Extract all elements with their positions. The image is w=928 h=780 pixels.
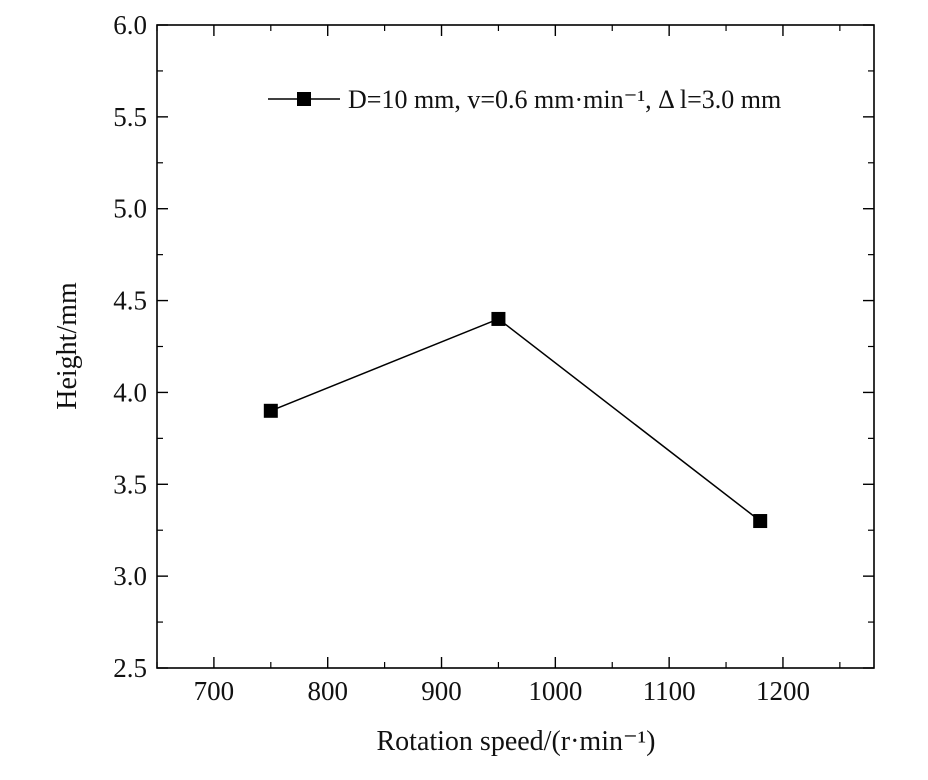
y-tick-label: 4.0: [113, 377, 147, 407]
y-tick-label: 5.5: [113, 102, 147, 132]
x-tick-label: 1200: [756, 676, 810, 706]
data-point: [753, 514, 768, 529]
series: [263, 311, 768, 529]
data-point: [263, 403, 278, 418]
y-tick-label: 6.0: [113, 10, 147, 40]
x-tick-label: 800: [307, 676, 348, 706]
x-axis-title: Rotation speed/(r·min⁻¹): [376, 726, 655, 757]
legend-label: D=10 mm, v=0.6 mm·min⁻¹, Δ l=3.0 mm: [348, 85, 781, 114]
ticks: 700 800 900 1000 1100 1200 2.5 3.0 3.5 4.0 4.5 5.0 5…: [113, 10, 874, 706]
x-tick-label: 900: [421, 676, 462, 706]
plot-frame: [156, 24, 875, 669]
y-tick-label: 5.0: [113, 194, 147, 224]
x-tick-label: 1100: [643, 676, 696, 706]
legend-marker: [297, 92, 311, 106]
y-tick-label: 3.0: [113, 561, 147, 591]
y-tick-label: 4.5: [113, 286, 147, 316]
x-tick-label: 1000: [528, 676, 582, 706]
x-tick-label: 700: [194, 676, 235, 706]
axes: [156, 24, 875, 669]
data-point: [491, 311, 506, 326]
legend: D=10 mm, v=0.6 mm·min⁻¹, Δ l=3.0 mm: [268, 85, 781, 114]
y-tick-label: 3.5: [113, 469, 147, 499]
series-line: [270, 318, 761, 522]
y-tick-label: 2.5: [113, 653, 147, 683]
y-axis-title: Height/mm: [52, 282, 83, 410]
